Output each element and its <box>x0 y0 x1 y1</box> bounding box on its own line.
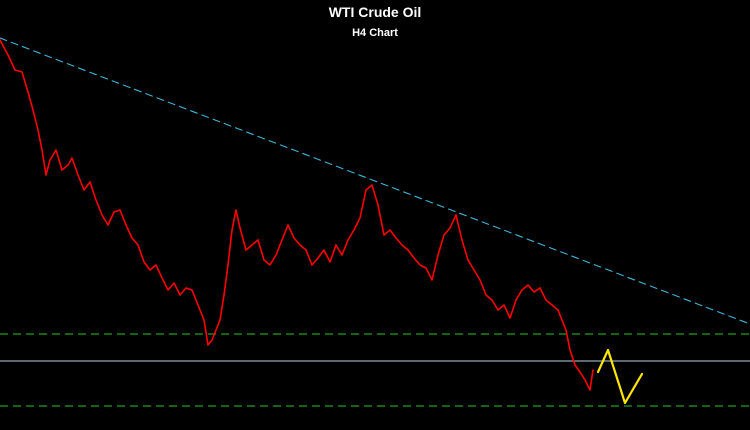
chart-title: WTI Crude Oil <box>328 4 422 20</box>
horizontal-levels <box>0 333 750 407</box>
chart-subtitle: H4 Chart <box>352 27 398 39</box>
forecast-path-series <box>596 348 644 405</box>
price-series <box>0 39 594 391</box>
resistance-trendline-series <box>0 37 750 325</box>
series-layer <box>0 37 750 405</box>
